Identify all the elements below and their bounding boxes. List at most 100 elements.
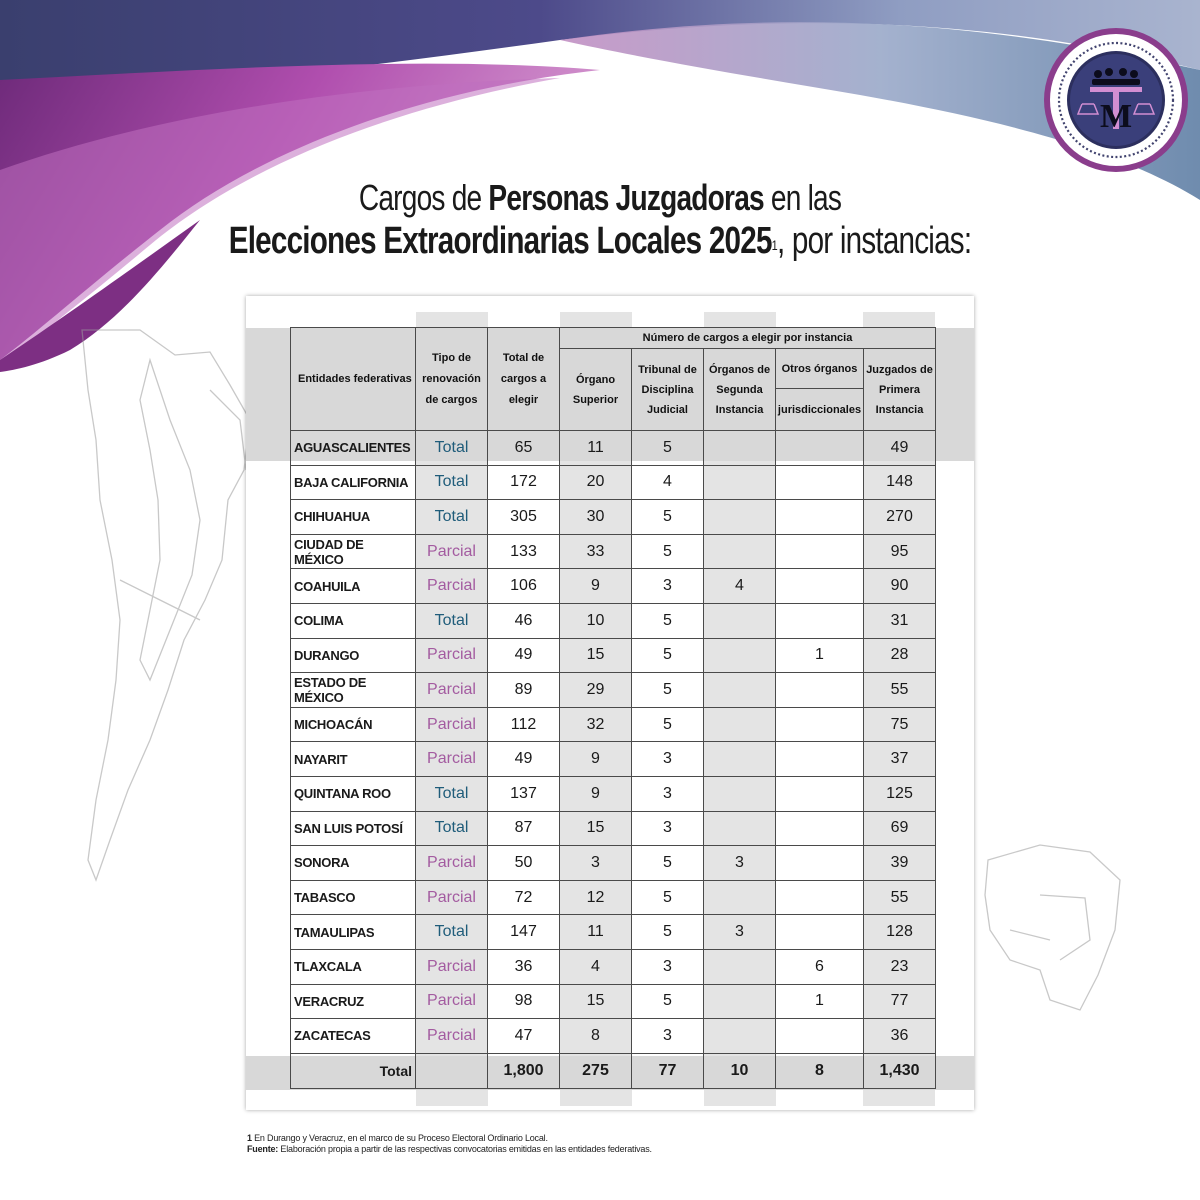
- cell-tipo: Parcial: [415, 845, 488, 881]
- cell-superior: 32: [559, 706, 632, 743]
- cell-tipo: Parcial: [415, 533, 488, 570]
- header-total: Total de cargos a elegir: [487, 327, 560, 431]
- cell-tribunal: 5: [631, 706, 704, 743]
- cell-tribunal: 5: [631, 602, 704, 639]
- cell-juzgados: 128: [863, 914, 936, 950]
- cell-segunda: [703, 672, 776, 708]
- cell-total: 106: [487, 568, 560, 604]
- cell-total: 72: [487, 879, 560, 916]
- totals-label: Total: [290, 1052, 416, 1089]
- cell-juzgados: 28: [863, 637, 936, 674]
- cell-segunda: [703, 810, 776, 847]
- cargos-table: Entidades federativas Tipo de renovación…: [290, 327, 936, 1089]
- cell-superior: 9: [559, 775, 632, 812]
- cell-juzgados: 270: [863, 499, 936, 535]
- cell-segunda: [703, 464, 776, 501]
- cell-superior: 29: [559, 672, 632, 708]
- cell-segunda: 3: [703, 914, 776, 950]
- table-row: ESTADO DE MÉXICO Parcial 89 29 5 55: [290, 672, 936, 708]
- cell-segunda: [703, 879, 776, 916]
- cell-otros: 8: [775, 1052, 864, 1089]
- cell-total: 172: [487, 464, 560, 501]
- cell-tribunal: 4: [631, 464, 704, 501]
- cell-juzgados: 36: [863, 1018, 936, 1054]
- cell-superior: 12: [559, 879, 632, 916]
- cell-superior: 11: [559, 914, 632, 950]
- cell-juzgados: 1,430: [863, 1052, 936, 1089]
- cell-superior: 275: [559, 1052, 632, 1089]
- cell-tribunal: 3: [631, 741, 704, 777]
- cell-tribunal: 5: [631, 879, 704, 916]
- totals-row: Total 1,800 275 77 10 8 1,430: [290, 1052, 936, 1089]
- cell-segunda: 3: [703, 845, 776, 881]
- cell-superior: 15: [559, 637, 632, 674]
- cell-juzgados: 148: [863, 464, 936, 501]
- cell-total: 1,800: [487, 1052, 560, 1089]
- cell-superior: 9: [559, 741, 632, 777]
- cell-tribunal: 77: [631, 1052, 704, 1089]
- cell-entidad: MICHOACÁN: [290, 706, 416, 743]
- table-row: TAMAULIPAS Total 147 11 5 3 128: [290, 914, 936, 950]
- cell-entidad: SONORA: [290, 845, 416, 881]
- cell-segunda: [703, 430, 776, 466]
- cell-total: 46: [487, 602, 560, 639]
- cell-total: 133: [487, 533, 560, 570]
- cell-tribunal: 3: [631, 810, 704, 847]
- cell-juzgados: 95: [863, 533, 936, 570]
- cell-tipo: Parcial: [415, 568, 488, 604]
- table-row: SONORA Parcial 50 3 5 3 39: [290, 845, 936, 881]
- cell-segunda: [703, 637, 776, 674]
- table-row: COLIMA Total 46 10 5 31: [290, 602, 936, 639]
- cell-juzgados: 39: [863, 845, 936, 881]
- cell-juzgados: 55: [863, 672, 936, 708]
- cell-tipo: Parcial: [415, 672, 488, 708]
- cell-entidad: TABASCO: [290, 879, 416, 916]
- header-otros: Otros órganos: [775, 348, 864, 389]
- table-row: MICHOACÁN Parcial 112 32 5 75: [290, 706, 936, 743]
- footnote-source: Fuente: Elaboración propia a partir de l…: [247, 1144, 652, 1154]
- cell-tipo: Parcial: [415, 1018, 488, 1054]
- cell-tipo: Parcial: [415, 741, 488, 777]
- cell-tribunal: 3: [631, 948, 704, 985]
- footnote-marker: 1: [771, 237, 778, 253]
- table-row: TABASCO Parcial 72 12 5 55: [290, 879, 936, 916]
- cell-total: 65: [487, 430, 560, 466]
- cell-entidad: COLIMA: [290, 602, 416, 639]
- cell-otros: [775, 706, 864, 743]
- cell-tribunal: 3: [631, 775, 704, 812]
- cell-entidad: DURANGO: [290, 637, 416, 674]
- cell-total: 147: [487, 914, 560, 950]
- cell-tipo: Parcial: [415, 637, 488, 674]
- cell-tribunal: 5: [631, 430, 704, 466]
- cell-otros: [775, 879, 864, 916]
- cell-total: 49: [487, 741, 560, 777]
- cell-tribunal: 5: [631, 499, 704, 535]
- cell-tribunal: 5: [631, 983, 704, 1020]
- table-row: SAN LUIS POTOSÍ Total 87 15 3 69: [290, 810, 936, 847]
- cell-tribunal: 3: [631, 568, 704, 604]
- cell-tribunal: 5: [631, 533, 704, 570]
- cell-superior: 15: [559, 810, 632, 847]
- cell-tribunal: 5: [631, 914, 704, 950]
- cell-otros: [775, 464, 864, 501]
- cell-tribunal: 5: [631, 637, 704, 674]
- cell-juzgados: 49: [863, 430, 936, 466]
- cell-tipo: Total: [415, 602, 488, 639]
- cell-tipo: Total: [415, 775, 488, 812]
- cell-entidad: NAYARIT: [290, 741, 416, 777]
- cell-superior: 9: [559, 568, 632, 604]
- cell-juzgados: 69: [863, 810, 936, 847]
- cell-tipo: Total: [415, 464, 488, 501]
- cell-segunda: 10: [703, 1052, 776, 1089]
- cell-juzgados: 23: [863, 948, 936, 985]
- cell-total: 305: [487, 499, 560, 535]
- cell-superior: 30: [559, 499, 632, 535]
- cell-juzgados: 75: [863, 706, 936, 743]
- cell-segunda: [703, 602, 776, 639]
- cell-tipo: Parcial: [415, 948, 488, 985]
- cell-tribunal: 3: [631, 1018, 704, 1054]
- cell-otros: 6: [775, 948, 864, 985]
- cell-otros: [775, 672, 864, 708]
- cell-superior: 33: [559, 533, 632, 570]
- cell-entidad: TAMAULIPAS: [290, 914, 416, 950]
